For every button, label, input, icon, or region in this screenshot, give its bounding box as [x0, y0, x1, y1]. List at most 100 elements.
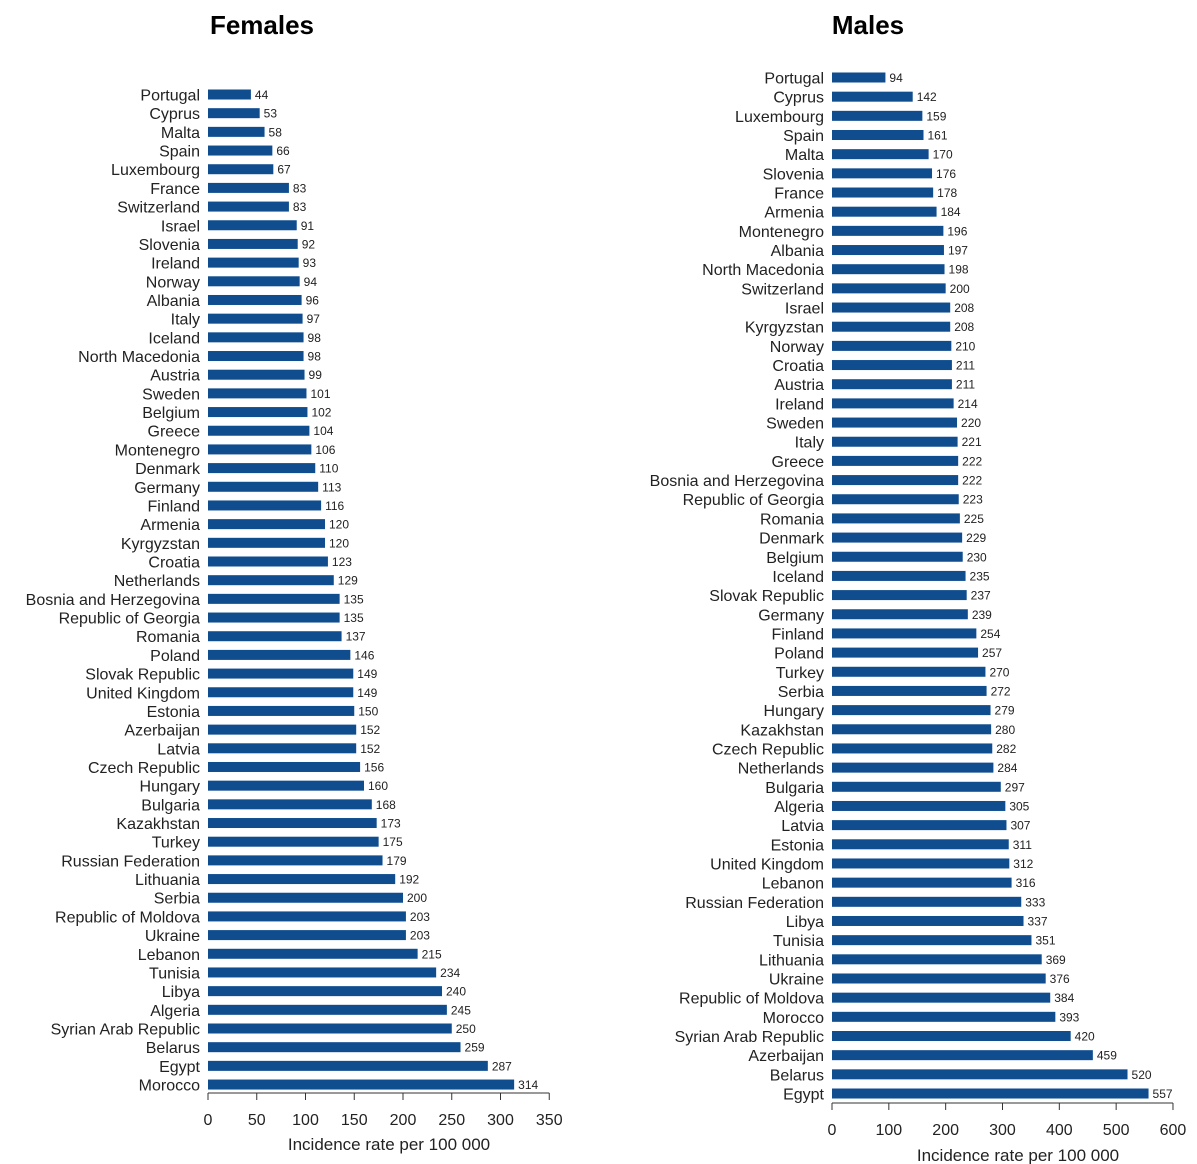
males-bar [832, 896, 1022, 907]
females-category-label: Slovak Republic [85, 667, 200, 684]
males-bar [832, 1050, 1093, 1061]
males-category-label: Lithuania [759, 952, 824, 969]
males-value-label: 222 [962, 454, 982, 468]
males-bar [832, 187, 934, 198]
females-bar [208, 182, 289, 193]
females-bar [208, 89, 251, 100]
males-value-label: 197 [948, 244, 968, 258]
males-value-label: 196 [947, 224, 967, 238]
males-bar [832, 110, 923, 121]
females-bar [208, 556, 328, 567]
males-value-label: 184 [941, 205, 961, 219]
males-category-label: Latvia [781, 818, 824, 835]
females-category-label: Bulgaria [141, 797, 200, 814]
females-value-label: 98 [308, 350, 322, 364]
males-bar [832, 839, 1009, 850]
females-category-label: Armenia [140, 517, 200, 534]
males-category-label: United Kingdom [710, 856, 824, 873]
females-value-label: 149 [357, 686, 377, 700]
females-bar [208, 425, 310, 436]
males-bar [832, 398, 954, 409]
males-value-label: 159 [926, 109, 946, 123]
females-value-label: 245 [451, 1003, 471, 1017]
females-value-label: 99 [309, 368, 323, 382]
females-category-label: Greece [148, 424, 201, 441]
males-x-tick-label: 400 [1046, 1122, 1073, 1139]
females-category-label: Lebanon [138, 947, 200, 964]
males-value-label: 200 [950, 282, 970, 296]
males-bar [832, 149, 929, 160]
males-bar [832, 1031, 1071, 1041]
females-category-label: Estonia [147, 704, 200, 721]
males-bar [832, 1069, 1128, 1080]
males-category-label: Armenia [764, 205, 824, 222]
males-bar [832, 455, 959, 466]
males-value-label: 307 [1010, 819, 1030, 833]
females-value-label: 287 [492, 1059, 512, 1073]
males-bar [832, 915, 1024, 926]
females-bar [208, 500, 322, 511]
males-bar [832, 800, 1006, 811]
females-bar [208, 836, 379, 847]
females-x-tick-label: 50 [248, 1112, 266, 1129]
males-bar [832, 685, 987, 696]
males-category-label: Croatia [772, 358, 824, 375]
males-bar [832, 321, 951, 332]
females-category-label: Bosnia and Herzegovina [26, 592, 200, 609]
females-category-label: Belgium [142, 405, 200, 422]
females-bar [208, 276, 300, 287]
females-category-label: Finland [148, 498, 200, 515]
males-category-label: Egypt [783, 1087, 824, 1104]
males-category-label: Switzerland [741, 281, 824, 298]
males-category-label: Portugal [764, 71, 824, 88]
males-value-label: 282 [996, 742, 1016, 756]
males-value-label: 420 [1075, 1030, 1095, 1044]
females-value-label: 215 [422, 947, 442, 961]
females-bar [208, 649, 351, 660]
females-category-label: Algeria [150, 1003, 200, 1020]
females-x-tick-label: 100 [292, 1112, 319, 1129]
females-bar [208, 238, 298, 249]
females-x-axis-title: Incidence rate per 100 000 [288, 1135, 490, 1154]
females-bar [208, 911, 406, 922]
females-bar [208, 145, 273, 156]
males-bar [832, 781, 1001, 792]
males-category-label: Germany [758, 607, 824, 624]
females-value-label: 101 [310, 387, 330, 401]
males-value-label: 223 [963, 493, 983, 507]
males-x-axis-title: Incidence rate per 100 000 [917, 1146, 1119, 1164]
females-bar [208, 874, 396, 885]
males-bar [832, 417, 958, 428]
males-value-label: 94 [889, 71, 903, 85]
males-bar [832, 820, 1007, 831]
males-bar [832, 973, 1046, 984]
females-value-label: 146 [354, 648, 374, 662]
males-value-label: 214 [958, 397, 978, 411]
females-category-label: Latvia [157, 741, 200, 758]
males-value-label: 142 [917, 90, 937, 104]
males-value-label: 316 [1016, 876, 1036, 890]
males-x-tick-label: 600 [1160, 1122, 1187, 1139]
males-bar [832, 877, 1012, 888]
females-category-label: Morocco [139, 1078, 200, 1095]
males-category-label: Spain [783, 128, 824, 145]
females-category-label: Hungary [140, 779, 200, 796]
females-x-tick-label: 200 [390, 1112, 417, 1129]
males-category-label: Ireland [775, 396, 824, 413]
females-bar [208, 818, 377, 829]
males-category-label: Denmark [759, 531, 825, 548]
males-bar [832, 647, 979, 658]
females-category-label: Russian Federation [61, 853, 200, 870]
females-bar [208, 1042, 461, 1053]
females-value-label: 113 [322, 480, 341, 494]
females-category-label: Belarus [146, 1040, 200, 1057]
females-value-label: 203 [410, 929, 430, 943]
females-category-label: Serbia [154, 891, 200, 908]
females-bar [208, 668, 354, 679]
females-bar [208, 687, 354, 698]
males-category-label: Algeria [774, 799, 824, 816]
males-category-label: Luxembourg [735, 109, 824, 126]
females-x-tick-label: 250 [438, 1112, 465, 1129]
males-bar [832, 436, 958, 447]
males-value-label: 211 [956, 359, 975, 373]
